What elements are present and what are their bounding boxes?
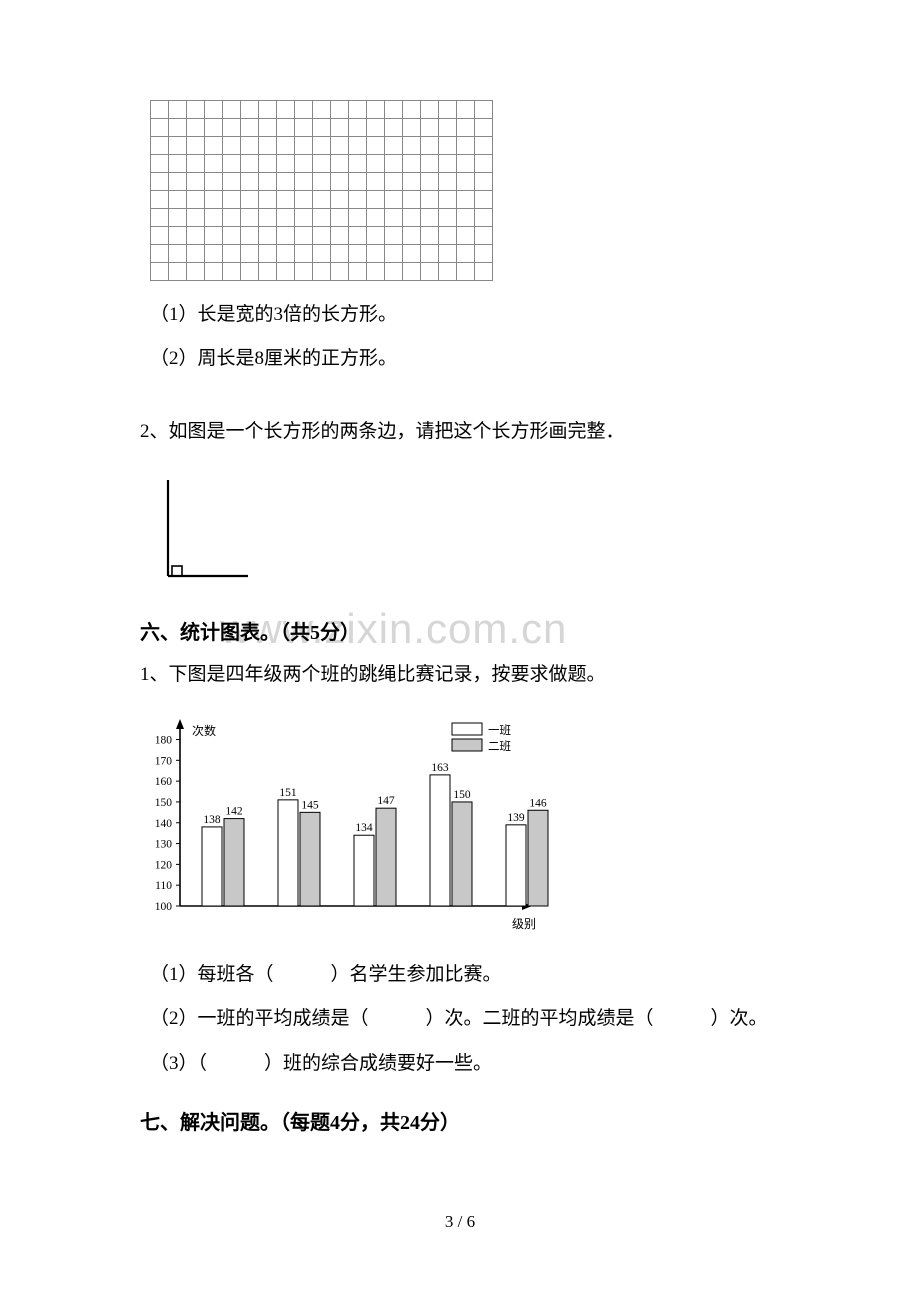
svg-text:160: 160 (155, 776, 173, 788)
s6-q1-3: （3）（ ）班的综合成绩要好一些。 (150, 1048, 780, 1080)
section6-q1: 1、下图是四年级两个班的跳绳比赛记录，按要求做题。 (140, 659, 780, 691)
svg-text:130: 130 (155, 839, 173, 851)
svg-text:次数: 次数 (192, 723, 216, 738)
svg-text:138: 138 (203, 814, 221, 826)
q1-sub2: （2）周长是8厘米的正方形。 (150, 343, 780, 375)
section6-title: 六、统计图表。（共5分） (140, 616, 780, 645)
rect-sketch (150, 474, 780, 590)
svg-text:110: 110 (155, 880, 172, 892)
svg-text:一班: 一班 (488, 724, 511, 737)
svg-text:142: 142 (225, 806, 243, 818)
svg-text:163: 163 (431, 762, 449, 774)
svg-text:二班: 二班 (488, 740, 511, 753)
svg-text:170: 170 (155, 756, 173, 768)
s6-q1-1: （1）每班各（ ）名学生参加比赛。 (150, 959, 780, 991)
section7-title: 七、解决问题。（每题4分，共24分） (140, 1106, 780, 1135)
bar-chart: 次数级别 100 110 120 130 140 150 160 170 180 一班二班 138 14… (140, 711, 780, 947)
svg-text:151: 151 (279, 787, 297, 799)
svg-text:145: 145 (301, 800, 319, 812)
q2-text: 2、如图是一个长方形的两条边，请把这个长方形画完整． (140, 416, 780, 448)
svg-text:140: 140 (155, 818, 173, 830)
svg-text:147: 147 (377, 795, 395, 807)
svg-text:100: 100 (155, 901, 173, 913)
svg-text:180: 180 (155, 735, 173, 747)
svg-text:150: 150 (155, 797, 173, 809)
svg-text:150: 150 (453, 789, 471, 801)
page-number: 3 / 6 (0, 1212, 920, 1232)
svg-text:146: 146 (529, 797, 547, 809)
s6-q1-2: （2）一班的平均成绩是（ ）次。二班的平均成绩是（ ）次。 (150, 1003, 780, 1035)
grid-paper (150, 100, 493, 281)
svg-text:139: 139 (507, 812, 525, 824)
svg-text:120: 120 (155, 860, 173, 872)
svg-text:134: 134 (355, 822, 373, 834)
svg-text:级别: 级别 (512, 917, 536, 931)
q1-sub1: （1）长是宽的3倍的长方形。 (150, 299, 780, 331)
